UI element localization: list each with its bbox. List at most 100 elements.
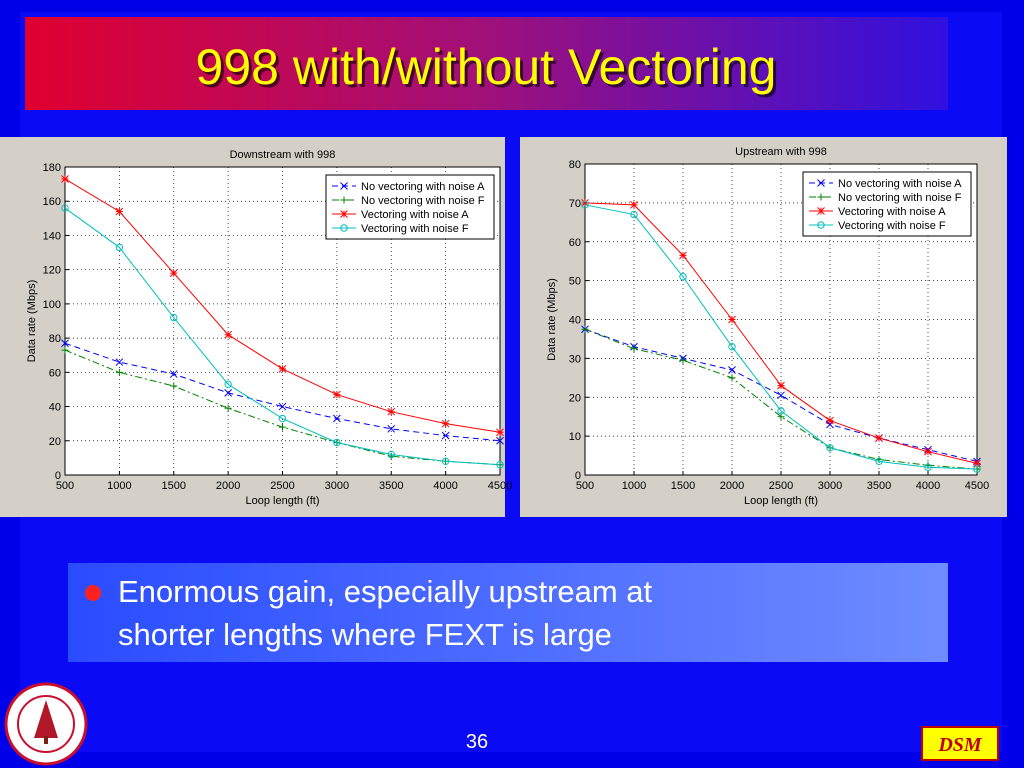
- x-tick-label: 2500: [270, 480, 294, 492]
- legend-label: Vectoring with noise A: [838, 206, 946, 218]
- legend-marker: [817, 179, 825, 187]
- legend-label: Vectoring with noise F: [361, 223, 469, 235]
- y-tick-label: 100: [43, 299, 61, 311]
- y-tick-label: 70: [569, 198, 581, 210]
- y-tick-label: 120: [43, 265, 61, 277]
- legend-marker: [817, 193, 825, 201]
- badge-text: DSM: [937, 734, 983, 756]
- x-tick-label: 500: [576, 480, 594, 492]
- data-point: [333, 438, 341, 447]
- data-point: [679, 251, 687, 260]
- bullet-text: shorter lengths where FEXT is large: [118, 617, 612, 652]
- data-point: [224, 380, 232, 389]
- legend-label: No vectoring with noise A: [361, 181, 485, 193]
- legend-marker: [340, 182, 348, 190]
- data-point: [387, 450, 395, 459]
- y-tick-label: 20: [49, 436, 61, 448]
- data-point: [441, 419, 450, 428]
- legend-label: No vectoring with noise F: [361, 195, 485, 207]
- x-tick-label: 2000: [720, 480, 744, 492]
- series-line: [64, 342, 501, 442]
- data-point: [924, 463, 932, 471]
- y-tick-label: 160: [43, 196, 61, 208]
- data-point: [496, 428, 504, 437]
- page-number: 36: [466, 731, 488, 753]
- legend-marker: [340, 196, 348, 204]
- data-point: [777, 381, 785, 390]
- data-point: [973, 459, 981, 468]
- data-point: [826, 416, 834, 425]
- y-axis-label: Data rate (Mbps): [26, 280, 38, 363]
- x-tick-label: 1500: [162, 480, 186, 492]
- data-point: [169, 269, 178, 277]
- data-point: [333, 414, 341, 423]
- data-point: [496, 461, 504, 469]
- data-point: [581, 199, 589, 207]
- data-point: [777, 391, 785, 400]
- data-point: [496, 436, 504, 445]
- chart-title: Upstream with 998: [735, 146, 827, 158]
- x-tick-label: 4500: [488, 480, 512, 492]
- data-point: [170, 382, 178, 390]
- data-point: [115, 358, 124, 366]
- x-tick-label: 2000: [216, 480, 240, 492]
- data-point: [224, 404, 232, 412]
- x-tick-label: 3500: [867, 480, 891, 492]
- data-point: [728, 315, 736, 324]
- y-tick-label: 0: [55, 470, 61, 482]
- legend-marker: [817, 207, 825, 215]
- data-point: [973, 465, 981, 473]
- title-bar: [25, 17, 948, 110]
- data-point: [630, 210, 638, 219]
- data-point: [826, 444, 834, 452]
- x-tick-label: 2500: [769, 480, 793, 492]
- badge: [921, 726, 999, 761]
- data-point: [278, 402, 287, 411]
- y-axis-label: Data rate (Mbps): [546, 278, 558, 361]
- data-point: [115, 368, 123, 376]
- y-tick-label: 0: [575, 470, 581, 482]
- x-tick-label: 3000: [818, 480, 842, 492]
- data-point: [679, 356, 687, 364]
- data-point: [581, 201, 589, 209]
- data-point: [61, 339, 69, 348]
- data-point: [630, 345, 638, 353]
- data-point: [679, 273, 687, 281]
- legend-label: Vectoring with noise F: [838, 220, 946, 232]
- data-point: [826, 420, 834, 429]
- bullet-box: [68, 563, 948, 662]
- series-line: [584, 204, 978, 470]
- data-point: [278, 414, 287, 423]
- data-point: [875, 434, 883, 442]
- y-tick-label: 60: [569, 237, 581, 249]
- series-line: [64, 207, 501, 466]
- data-point: [728, 366, 736, 374]
- data-point: [728, 343, 736, 351]
- data-point: [169, 370, 178, 378]
- x-axis-label: Loop length (ft): [246, 495, 320, 507]
- legend-marker: [340, 210, 348, 218]
- title-shadow: 998 with/without Vectoring: [199, 42, 780, 98]
- data-point: [387, 424, 396, 433]
- x-tick-label: 4500: [965, 480, 989, 492]
- data-point: [581, 325, 589, 333]
- chart-title: Downstream with 998: [230, 149, 336, 161]
- data-point: [61, 175, 69, 183]
- data-point: [777, 407, 785, 415]
- data-point: [224, 330, 232, 339]
- data-point: [875, 457, 883, 466]
- y-tick-label: 20: [569, 392, 581, 404]
- data-point: [224, 389, 232, 397]
- data-point: [924, 447, 932, 456]
- x-tick-label: 1000: [622, 480, 646, 492]
- legend-label: No vectoring with noise F: [838, 192, 962, 204]
- bullet-dot: [85, 585, 101, 601]
- x-axis-label: Loop length (ft): [744, 495, 818, 507]
- x-tick-label: 4000: [433, 480, 457, 492]
- legend-marker: [340, 224, 348, 232]
- y-tick-label: 10: [569, 431, 581, 443]
- y-tick-label: 40: [569, 315, 581, 327]
- legend-label: Vectoring with noise A: [361, 209, 469, 221]
- data-point: [387, 407, 396, 416]
